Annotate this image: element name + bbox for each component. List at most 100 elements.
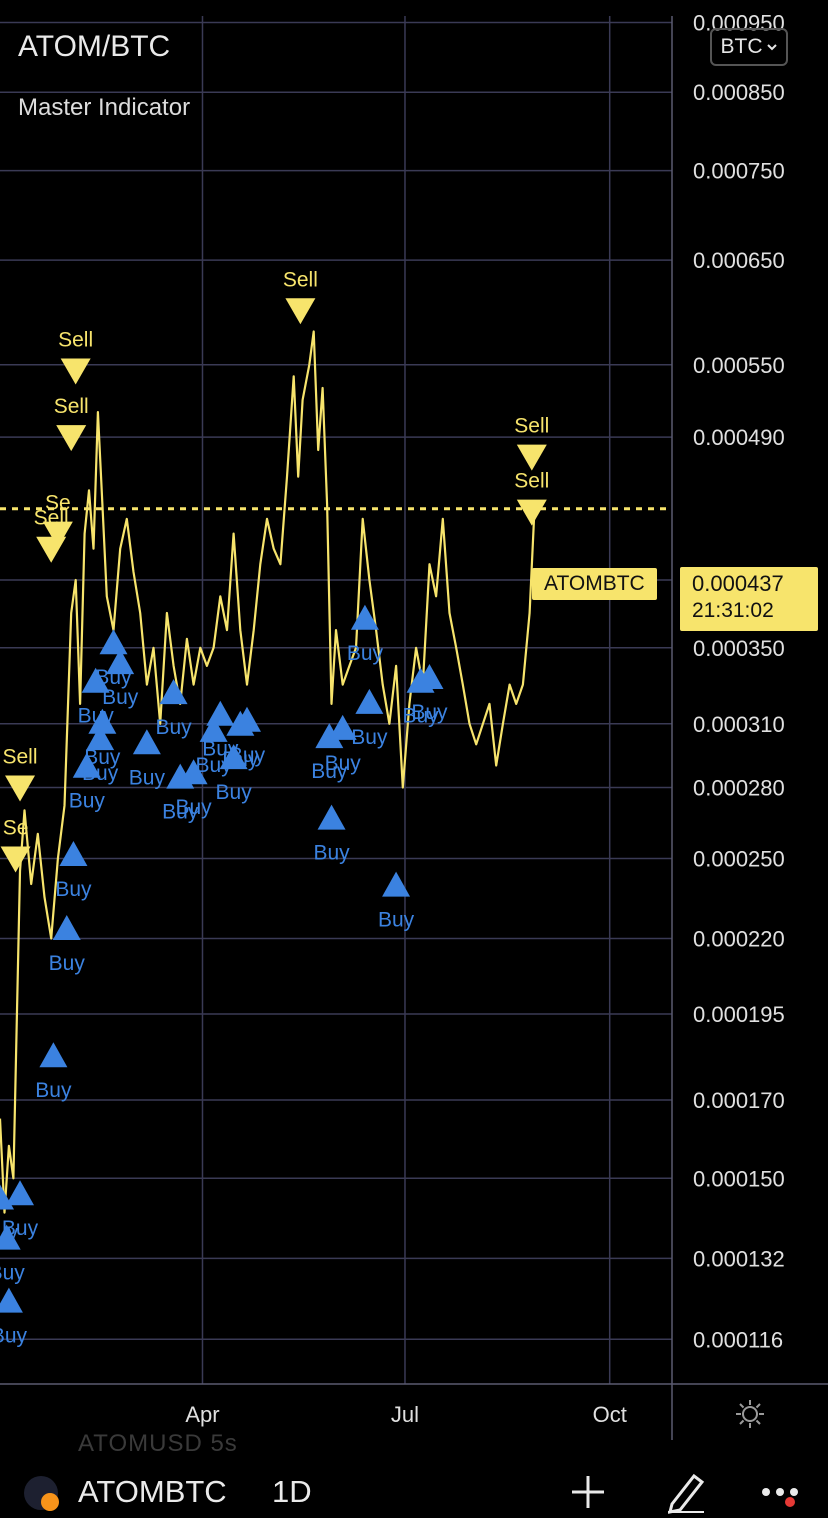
buy-signal-marker: [415, 663, 444, 689]
buy-signal-marker: [0, 1287, 23, 1313]
sell-signal-label: Sell: [54, 395, 89, 418]
sell-signal-marker: [516, 444, 547, 471]
y-tick-label: 0.000250: [693, 846, 785, 871]
x-tick-label: Jul: [391, 1402, 419, 1427]
buy-signal-marker: [199, 716, 228, 742]
buy-signal-marker: [206, 700, 235, 726]
buy-signal-marker: [232, 706, 261, 732]
buy-signal-marker: [0, 1224, 21, 1250]
buy-signal-label: Buy: [402, 705, 439, 728]
more-menu-icon[interactable]: [756, 1480, 806, 1510]
plus-icon[interactable]: [568, 1472, 608, 1512]
buy-signal-marker: [317, 804, 346, 830]
current-price: 0.000437: [692, 571, 784, 596]
buy-signal-marker: [132, 729, 161, 755]
currency-dropdown[interactable]: BTC: [710, 28, 788, 66]
buy-signal-label: Buy: [49, 952, 86, 975]
sell-signal-marker: [516, 499, 547, 526]
buy-signal-marker: [39, 1042, 68, 1068]
buy-signal-label: Buy: [129, 766, 166, 789]
settings-gear-icon[interactable]: [734, 1398, 766, 1430]
buy-signal-marker: [219, 744, 248, 770]
y-tick-label: 0.000220: [693, 927, 785, 952]
buy-signal-label: Buy: [55, 878, 92, 901]
buy-signal-marker: [59, 840, 88, 866]
buy-signal-marker: [159, 679, 188, 705]
y-tick-label: 0.000750: [693, 159, 785, 184]
y-tick-label: 0.000170: [693, 1088, 785, 1113]
buy-signal-label: Buy: [69, 790, 106, 813]
y-tick-label: 0.000310: [693, 712, 785, 737]
buy-signal-label: Buy: [84, 746, 121, 769]
sell-signal-label: Sell: [514, 470, 549, 493]
price-axis: 0.000950 0.000850 0.000750 0.000650 0.000550…: [671, 11, 785, 1440]
y-tick-label: 0.000150: [693, 1166, 785, 1191]
y-tick-label: 0.000116: [693, 1327, 783, 1352]
buy-signal-marker: [350, 604, 379, 630]
buy-signal-label: Buy: [162, 801, 199, 824]
buy-signal-label: Buy: [175, 796, 212, 819]
signal-markers: BuyBuyBuyBuyBuyBuyBuyBuyBuyBuyBuyBuyBuyB…: [0, 268, 549, 1348]
buy-signal-label: Buy: [222, 748, 259, 771]
buy-signal-label: Buy: [102, 686, 139, 709]
y-tick-label: 0.000280: [693, 775, 785, 800]
y-tick-label: 0.000195: [693, 1002, 785, 1027]
sell-signal-label: Se: [45, 492, 71, 515]
buy-signal-label: Buy: [411, 701, 448, 724]
sell-signal-label: Sell: [3, 745, 38, 768]
buy-signal-label: Buy: [0, 1262, 25, 1285]
chart-title: ATOM/BTC: [18, 30, 171, 63]
sell-signal-label: Sell: [58, 328, 93, 351]
symbol-price-badge: ATOMBTC: [532, 568, 657, 600]
symbol-selector[interactable]: ATOMBTC: [78, 1474, 227, 1509]
buy-signal-marker: [106, 649, 135, 675]
sell-signal-label: Sell: [283, 268, 318, 291]
drawing-pen-icon[interactable]: [664, 1468, 708, 1514]
y-tick-label: 0.000650: [693, 248, 785, 273]
buy-signal-label: Buy: [378, 909, 415, 932]
price-chart[interactable]: BuyBuyBuyBuyBuyBuyBuyBuyBuyBuyBuyBuyBuyB…: [0, 0, 828, 1462]
price-series-line: [0, 330, 538, 1214]
sell-signal-marker: [60, 358, 91, 385]
buy-signal-marker: [315, 723, 344, 749]
time-axis: Apr Jul Oct: [0, 1383, 828, 1427]
x-tick-label: Apr: [185, 1402, 219, 1427]
buy-signal-marker: [72, 752, 101, 778]
buy-signal-label: Buy: [229, 744, 266, 767]
buy-signal-label: Buy: [325, 752, 362, 775]
buy-signal-marker: [6, 1180, 35, 1206]
sell-signal-marker: [5, 775, 36, 802]
y-tick-label: 0.000550: [693, 353, 785, 378]
buy-signal-label: Buy: [0, 1325, 27, 1348]
sell-signal-marker: [42, 521, 73, 548]
bar-countdown: 21:31:02: [692, 599, 774, 622]
currency-label: BTC: [720, 35, 763, 58]
y-tick-label: 0.000850: [693, 80, 785, 105]
buy-signal-marker: [179, 759, 208, 785]
indicator-name[interactable]: Master Indicator: [18, 94, 191, 121]
buy-signal-label: Buy: [216, 781, 253, 804]
sell-signal-marker: [0, 846, 31, 873]
x-tick-label: Oct: [593, 1402, 627, 1427]
buy-signal-label: Buy: [311, 760, 348, 783]
buy-signal-label: Buy: [35, 1079, 72, 1102]
buy-signal-marker: [86, 725, 115, 751]
current-price-box: 0.000437 21:31:02: [680, 567, 818, 631]
buy-signal-label: Buy: [351, 726, 388, 749]
sell-signal-label: Se: [3, 816, 29, 839]
buy-signal-label: Buy: [155, 716, 192, 739]
y-tick-label: 0.000950: [693, 11, 785, 36]
sell-signal-marker: [56, 425, 87, 452]
buy-signal-label: Buy: [2, 1217, 39, 1240]
chart-grid: [0, 16, 672, 1384]
buy-signal-marker: [328, 714, 357, 740]
buy-signal-marker: [382, 871, 411, 897]
y-tick-label: 0.000490: [693, 425, 785, 450]
buy-signal-marker: [99, 629, 128, 655]
symbol-logo-icon: [24, 1476, 59, 1511]
interval-selector[interactable]: 1D: [272, 1474, 312, 1509]
buy-signal-marker: [355, 688, 384, 714]
buy-signal-marker: [88, 708, 117, 734]
sell-signal-label: Sell: [514, 415, 549, 438]
chevron-down-icon: [766, 44, 777, 51]
